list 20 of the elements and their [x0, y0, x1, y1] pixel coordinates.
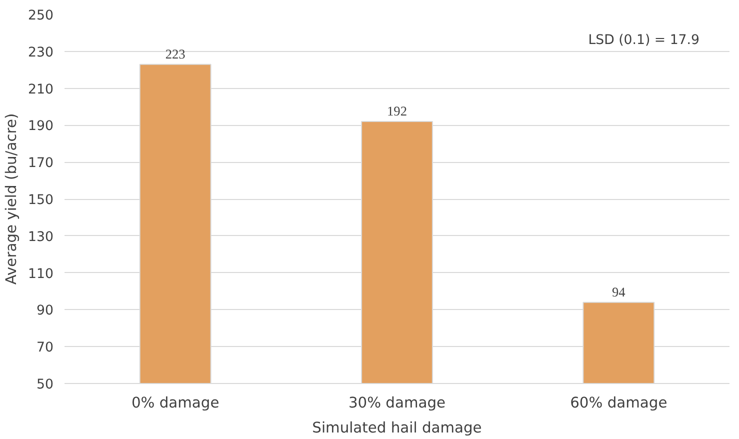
- data-label: 94: [612, 284, 626, 300]
- y-tick-label: 110: [28, 266, 54, 282]
- x-tick-label: 60% damage: [570, 394, 668, 412]
- y-tick-label: 170: [28, 156, 54, 172]
- data-label: 192: [387, 104, 408, 119]
- y-tick-label: 150: [28, 193, 54, 208]
- data-label: 223: [165, 46, 186, 62]
- y-tick-label: 70: [36, 340, 54, 356]
- y-axis-title: Average yield (bu/acre): [3, 113, 20, 285]
- y-tick-label: 50: [36, 378, 54, 392]
- y-tick-label: 90: [36, 304, 54, 319]
- y-tick-label: 250: [28, 8, 54, 24]
- annotation: LSD (0.1) = 17.9: [588, 33, 700, 48]
- y-tick-label: 130: [28, 230, 54, 245]
- y-tick-label: 210: [28, 82, 54, 98]
- x-axis-title: Simulated hail damage: [312, 420, 482, 436]
- x-tick-label: 30% damage: [348, 394, 446, 412]
- x-tick-label: 0% damage: [131, 394, 220, 412]
- y-tick-label: 190: [28, 119, 54, 134]
- y-tick-label: 230: [28, 45, 54, 60]
